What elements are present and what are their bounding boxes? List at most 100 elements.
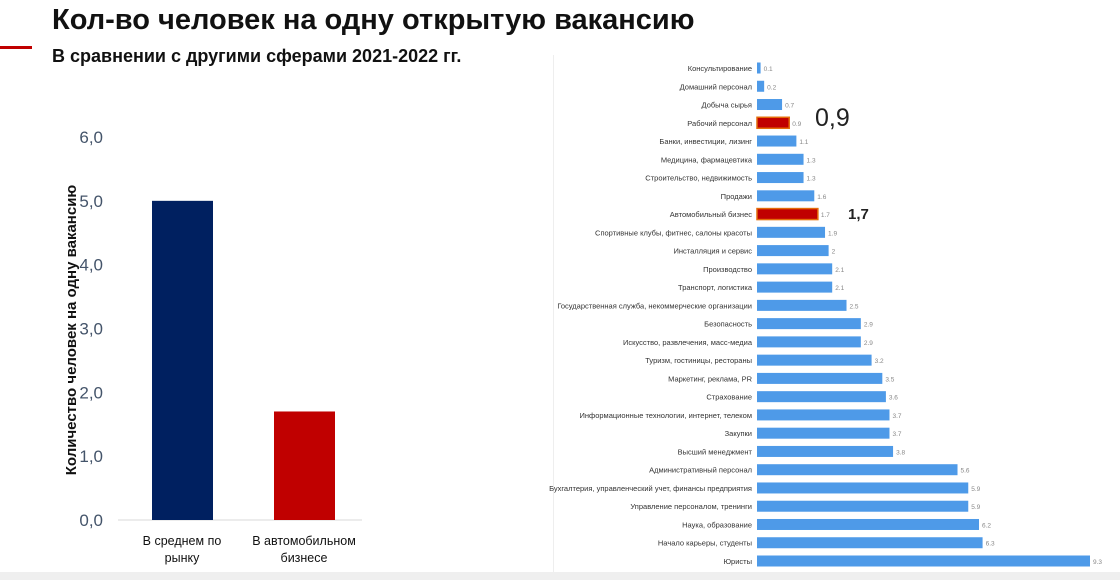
bottom-strip [0,572,1120,580]
category-label: Банки, инвестиции, лизинг [659,137,752,146]
category-label: Наука, образование [682,520,752,529]
category-label: Спортивные клубы, фитнес, салоны красоты [595,228,752,237]
bar [757,263,833,275]
category-label: Производство [703,265,752,274]
bar-highlighted [756,207,819,221]
annotation-auto-business: 1,7 [848,206,869,223]
value-label: 0.9 [792,121,801,128]
bar [757,500,969,512]
category-label: Информационные технологии, интернет, тел… [580,411,753,420]
category-label: Транспорт, логистика [678,283,753,292]
value-label: 2.9 [864,340,873,347]
bar [757,445,894,457]
bar [757,226,826,238]
value-label: 1.6 [817,194,826,201]
value-label: 6.3 [986,541,995,548]
bar [757,172,804,184]
bar-market-average [152,200,213,521]
annotation-worker-staff: 0,9 [815,104,850,132]
value-label: 6.2 [982,522,991,529]
category-label: Туризм, гостиницы, рестораны [645,356,752,365]
value-label: 2.1 [835,267,844,274]
x-category-label: рынку [165,551,200,565]
y-tick-label: 0,0 [79,511,103,530]
category-label: Высший менеджмент [678,447,753,456]
category-label: Безопасность [704,320,752,329]
value-label: 2.9 [864,322,873,329]
bar [757,190,815,202]
y-tick-label: 4,0 [79,256,103,275]
bar [757,464,958,476]
value-label: 3.2 [875,358,884,365]
bar [757,518,979,530]
category-label: Маркетинг, реклама, PR [668,374,752,383]
bar [757,153,804,165]
value-label: 1.3 [807,157,816,164]
bar [757,354,872,366]
bar [757,318,861,330]
value-label: 5.9 [971,504,980,511]
bar [757,99,783,111]
category-label: Продажи [721,192,752,201]
y-tick-label: 5,0 [79,192,103,211]
value-label: 0.1 [764,66,773,73]
value-label: 3.5 [885,376,894,383]
y-axis-label: Количество человек на одну вакансию [63,185,80,476]
value-label: 3.6 [889,395,898,402]
value-label: 3.8 [896,449,905,456]
bar [757,537,983,549]
bar [757,409,890,421]
y-tick-label: 6,0 [79,128,103,147]
bar [757,62,761,74]
bar [757,245,829,257]
bar [757,555,1090,567]
y-tick-label: 3,0 [79,320,103,339]
value-label: 1.7 [821,212,830,219]
category-label: Рабочий персонал [687,119,752,128]
category-label: Страхование [706,393,752,402]
category-label: Домашний персонал [680,82,752,91]
category-label: Искусство, развлечения, масс-медиа [623,338,753,347]
category-label: Государственная служба, некоммерческие о… [557,301,752,310]
bar [757,299,847,311]
value-label: 5.9 [971,486,980,493]
value-label: 1.3 [807,176,816,183]
page-title: Кол-во человек на одну открытую вакансию [52,4,695,36]
category-label: Закупки [725,429,752,438]
bar [757,336,861,348]
category-label: Добыча сырья [702,101,752,110]
category-label: Начало карьеры, студенты [658,539,752,548]
category-label: Медицина, фармацевтика [661,155,753,164]
category-label: Юристы [723,557,752,566]
value-label: 2 [832,249,836,256]
value-label: 2.5 [850,303,859,310]
x-category-label: бизнесе [281,551,328,565]
value-label: 5.6 [961,468,970,475]
y-tick-label: 1,0 [79,447,103,466]
accent-line [0,46,32,49]
bar [757,482,969,494]
category-label: Бухгалтерия, управленческий учет, финанс… [549,484,752,493]
bar [757,372,883,384]
bar [757,391,886,403]
x-category-label: В автомобильном [252,534,356,548]
bar-auto-business [274,411,335,520]
category-label: Строительство, недвижимость [645,174,752,183]
value-label: 1.9 [828,230,837,237]
bar [757,135,797,147]
bar [757,281,833,293]
x-category-label: В среднем по [143,534,222,548]
category-label: Административный персонал [649,466,752,475]
category-label: Автомобильный бизнес [670,210,752,219]
category-label: Консультирование [688,64,752,73]
value-label: 1.1 [799,139,808,146]
bar [757,427,890,439]
value-label: 0.7 [785,103,794,110]
y-tick-label: 2,0 [79,383,103,402]
value-label: 3.7 [892,431,901,438]
value-label: 9.3 [1093,559,1102,566]
value-label: 3.7 [892,413,901,420]
page-subtitle: В сравнении с другими сферами 2021-2022 … [52,46,462,66]
bar [757,80,765,92]
